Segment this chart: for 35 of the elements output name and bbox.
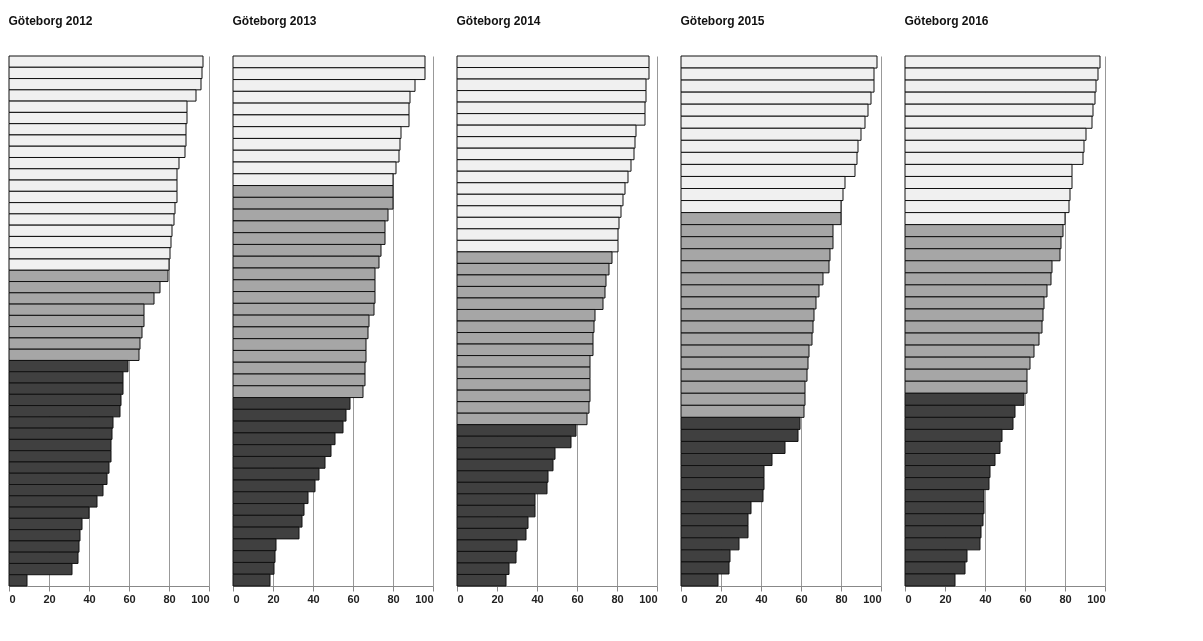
x-tick-label: 60	[347, 592, 360, 605]
chart-title: Göteborg 2016	[904, 13, 989, 28]
x-tick-label: 80	[1059, 592, 1072, 605]
x-tick-label: 0	[9, 592, 16, 605]
x-tick-label: 0	[681, 592, 688, 605]
x-tick-label: 20	[491, 592, 504, 605]
x-tick-label: 20	[715, 592, 728, 605]
x-tick-label: 40	[531, 592, 544, 605]
x-tick-label: 80	[611, 592, 624, 605]
x-tick-label: 0	[233, 592, 240, 605]
x-tick-label: 20	[267, 592, 280, 605]
x-tick-label: 40	[307, 592, 320, 605]
chart-title: Göteborg 2012	[8, 13, 93, 28]
x-tick-label: 100	[1087, 592, 1106, 605]
x-tick-label: 80	[163, 592, 176, 605]
x-tick-label: 80	[835, 592, 848, 605]
chart-title: Göteborg 2014	[456, 13, 541, 28]
x-tick-label: 100	[191, 592, 210, 605]
x-tick-label: 40	[979, 592, 992, 605]
x-tick-label: 0	[457, 592, 464, 605]
chart-title: Göteborg 2013	[232, 13, 317, 28]
x-tick-label: 100	[863, 592, 882, 605]
x-tick-label: 40	[755, 592, 768, 605]
x-tick-label: 100	[415, 592, 434, 605]
x-tick-label: 0	[905, 592, 912, 605]
x-tick-label: 60	[1019, 592, 1032, 605]
x-tick-label: 80	[387, 592, 400, 605]
chart-title: Göteborg 2015	[680, 13, 765, 28]
x-tick-label: 20	[43, 592, 56, 605]
x-tick-label: 60	[795, 592, 808, 605]
x-tick-label: 20	[939, 592, 952, 605]
x-tick-label: 40	[83, 592, 96, 605]
x-tick-label: 100	[639, 592, 658, 605]
x-tick-label: 60	[123, 592, 136, 605]
x-tick-label: 60	[571, 592, 584, 605]
